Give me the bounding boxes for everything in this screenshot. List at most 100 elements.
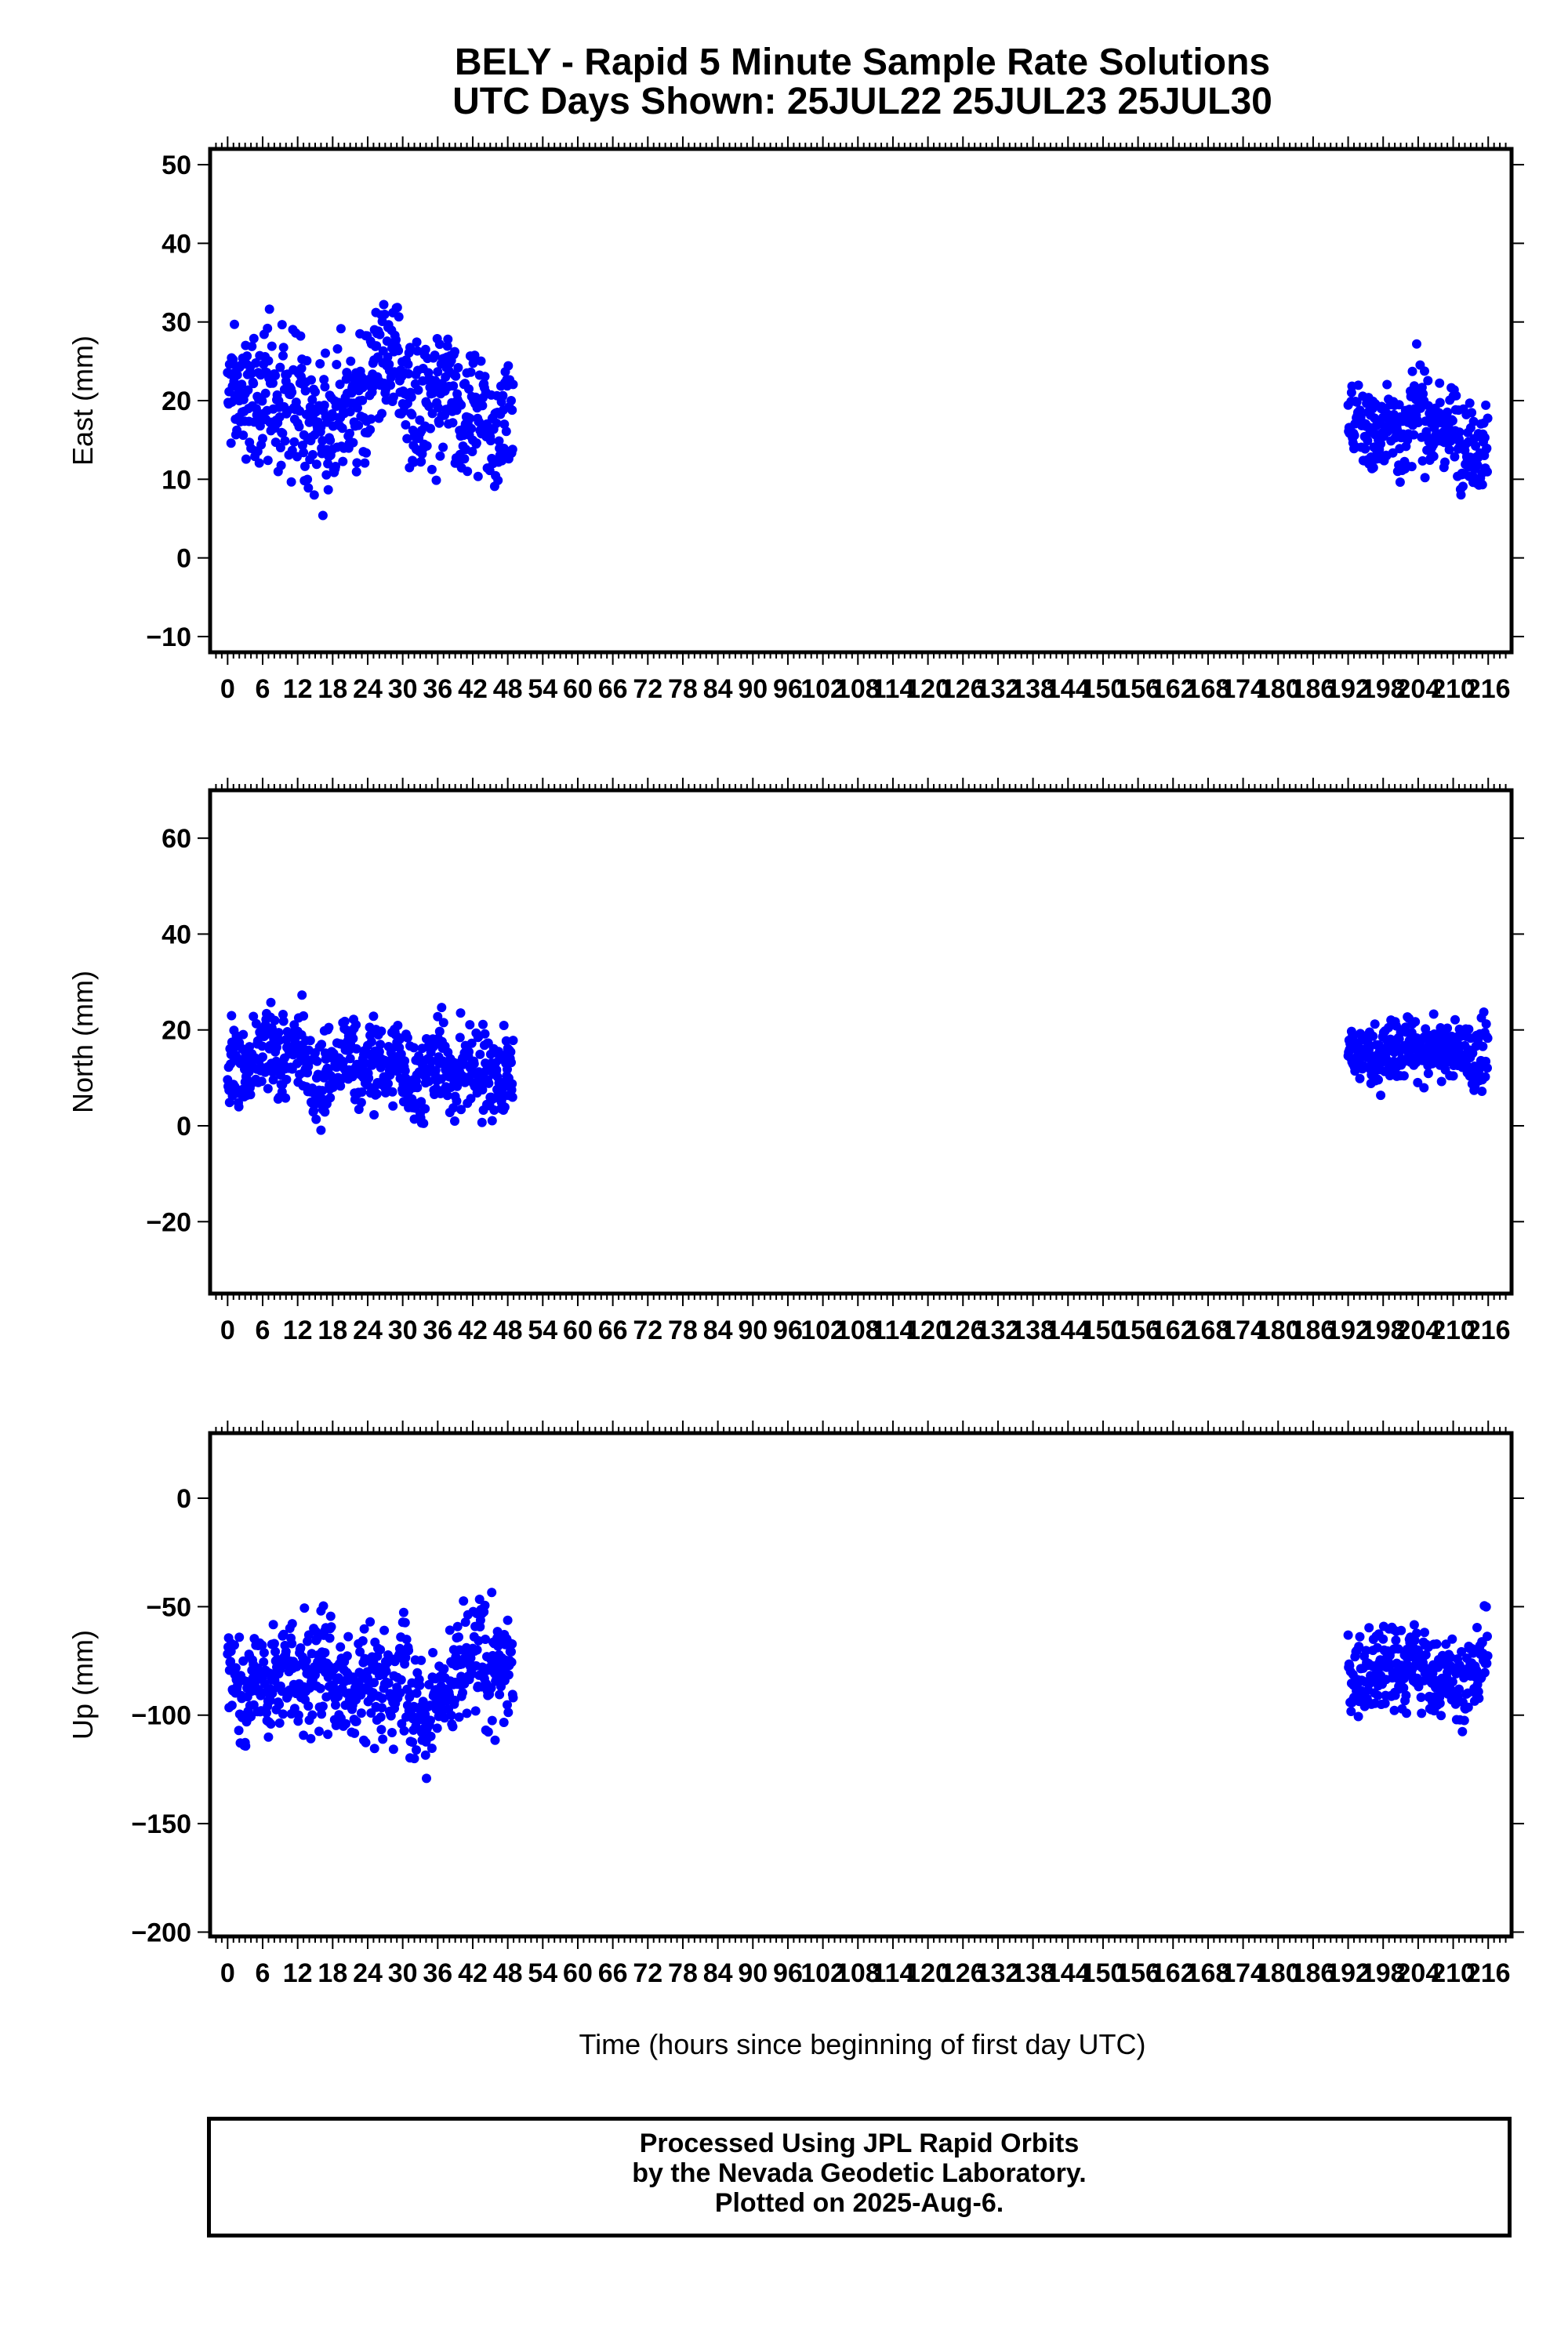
data-point — [464, 1047, 474, 1057]
data-point — [1468, 1048, 1478, 1058]
data-point — [487, 1715, 497, 1726]
data-point — [259, 1657, 269, 1667]
data-point — [1380, 1698, 1390, 1708]
data-point — [268, 1620, 278, 1630]
x-tick-label: 138 — [1011, 1316, 1055, 1345]
x-tick-label: 54 — [528, 1316, 557, 1345]
data-point — [251, 1018, 261, 1029]
data-point — [1483, 1651, 1493, 1661]
data-point — [430, 1065, 441, 1076]
data-point — [383, 1679, 394, 1688]
x-tick-label: 150 — [1081, 1316, 1126, 1345]
data-point — [415, 1680, 425, 1690]
data-point — [321, 470, 332, 480]
x-tick-label: 198 — [1361, 674, 1406, 704]
data-point — [483, 1727, 493, 1737]
data-point — [356, 1708, 366, 1718]
data-point — [386, 1711, 396, 1721]
data-point — [275, 443, 285, 452]
data-point — [246, 1711, 256, 1722]
data-point — [381, 1666, 391, 1676]
data-point — [266, 1719, 276, 1729]
x-tick-label: 60 — [563, 674, 593, 704]
data-point — [430, 350, 440, 361]
data-point — [448, 418, 458, 428]
data-point — [1360, 444, 1370, 454]
data-point — [1376, 439, 1386, 449]
x-tick-label: 36 — [423, 1316, 452, 1345]
data-point — [245, 1090, 256, 1100]
panel-north: 0 6 12 18 24 30 36 42 48 54 60 66 72 78 84 90 9610210811… — [67, 778, 1524, 1345]
data-point — [398, 1607, 408, 1617]
data-point — [1402, 1708, 1411, 1718]
data-point — [260, 388, 270, 398]
x-tick-label: 204 — [1396, 1958, 1441, 1988]
data-point — [431, 475, 441, 485]
data-point — [307, 1098, 317, 1108]
data-point — [439, 1664, 449, 1674]
data-point — [299, 1603, 310, 1613]
data-point — [1456, 490, 1466, 500]
data-point — [400, 1065, 410, 1076]
data-point — [493, 1641, 503, 1651]
data-point — [1444, 445, 1454, 455]
x-tick-label: 66 — [598, 1958, 628, 1988]
x-tick-label: 0 — [220, 1958, 235, 1988]
data-point — [1410, 1635, 1420, 1646]
x-tick-label: 18 — [318, 1316, 347, 1345]
x-tick-label: 186 — [1291, 1316, 1336, 1345]
data-point — [376, 1026, 387, 1036]
data-point — [419, 1118, 429, 1128]
data-point — [466, 367, 476, 377]
data-point — [387, 1044, 397, 1054]
data-point — [307, 1710, 318, 1720]
data-point — [319, 375, 329, 385]
data-point — [420, 1104, 430, 1114]
data-point — [433, 1011, 443, 1022]
x-tick-label: 54 — [528, 1958, 557, 1988]
data-point — [278, 1016, 289, 1026]
data-point — [335, 379, 345, 390]
y-tick-label: 10 — [162, 465, 191, 495]
data-point — [315, 1683, 325, 1693]
data-point — [299, 448, 309, 458]
data-point — [412, 1083, 423, 1093]
data-point — [249, 1011, 259, 1022]
data-point — [442, 1091, 452, 1101]
data-point — [1413, 418, 1423, 427]
data-point — [354, 420, 364, 430]
data-point — [1418, 389, 1428, 399]
data-point — [401, 1653, 411, 1663]
x-tick-label: 78 — [668, 1958, 698, 1988]
data-point — [300, 386, 310, 396]
data-point — [1409, 430, 1419, 440]
data-point — [1467, 408, 1477, 418]
data-point — [341, 1718, 351, 1729]
data-point — [506, 1657, 517, 1668]
data-point — [492, 1065, 502, 1075]
x-axis-label: Time (hours since beginning of first day… — [579, 2028, 1146, 2060]
x-tick-label: 192 — [1326, 1958, 1370, 1988]
data-point — [401, 419, 411, 430]
data-point — [443, 334, 453, 344]
x-tick-label: 132 — [976, 1316, 1021, 1345]
data-point — [269, 1639, 279, 1649]
x-tick-label: 210 — [1431, 674, 1475, 704]
x-tick-label: 72 — [633, 674, 662, 704]
data-point — [412, 337, 422, 347]
data-point — [258, 1052, 267, 1062]
x-tick-label: 96 — [773, 1316, 803, 1345]
data-point — [303, 1701, 314, 1711]
data-point — [1428, 1009, 1439, 1019]
x-tick-label: 6 — [256, 1958, 270, 1988]
data-point — [456, 1008, 466, 1018]
data-point — [503, 1708, 514, 1718]
data-point — [493, 475, 503, 485]
x-tick-label: 84 — [703, 1958, 733, 1988]
data-point — [450, 1116, 459, 1126]
x-tick-label: 144 — [1046, 1958, 1091, 1988]
data-point — [333, 1692, 343, 1701]
data-point — [465, 413, 475, 423]
data-point — [1368, 1031, 1378, 1041]
data-point — [281, 1075, 292, 1084]
